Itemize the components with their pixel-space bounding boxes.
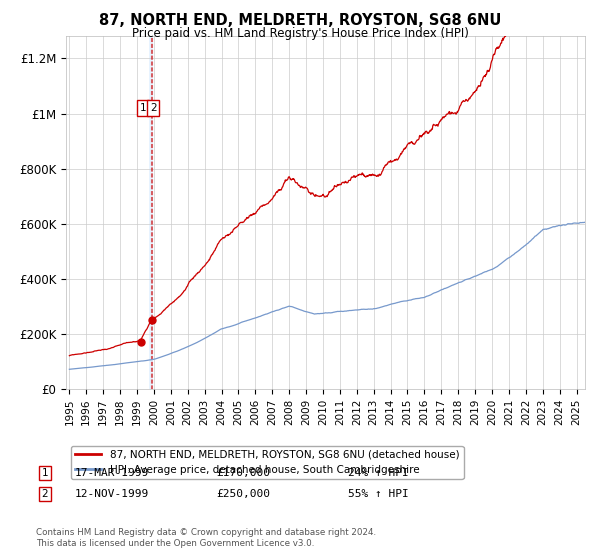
- Text: 55% ↑ HPI: 55% ↑ HPI: [348, 489, 409, 499]
- Text: 2: 2: [41, 489, 49, 499]
- Text: 17-MAR-1999: 17-MAR-1999: [75, 468, 149, 478]
- Text: Contains HM Land Registry data © Crown copyright and database right 2024.
This d: Contains HM Land Registry data © Crown c…: [36, 528, 376, 548]
- Bar: [149, 36, 152, 389]
- Text: 12-NOV-1999: 12-NOV-1999: [75, 489, 149, 499]
- Text: £170,000: £170,000: [216, 468, 270, 478]
- Text: 24% ↑ HPI: 24% ↑ HPI: [348, 468, 409, 478]
- Text: Price paid vs. HM Land Registry's House Price Index (HPI): Price paid vs. HM Land Registry's House …: [131, 27, 469, 40]
- Text: £250,000: £250,000: [216, 489, 270, 499]
- Legend: 87, NORTH END, MELDRETH, ROYSTON, SG8 6NU (detached house), HPI: Average price, : 87, NORTH END, MELDRETH, ROYSTON, SG8 6N…: [71, 446, 464, 479]
- Text: 1: 1: [41, 468, 49, 478]
- Text: 1: 1: [140, 103, 146, 113]
- Text: 2: 2: [150, 103, 157, 113]
- Text: 87, NORTH END, MELDRETH, ROYSTON, SG8 6NU: 87, NORTH END, MELDRETH, ROYSTON, SG8 6N…: [99, 13, 501, 28]
